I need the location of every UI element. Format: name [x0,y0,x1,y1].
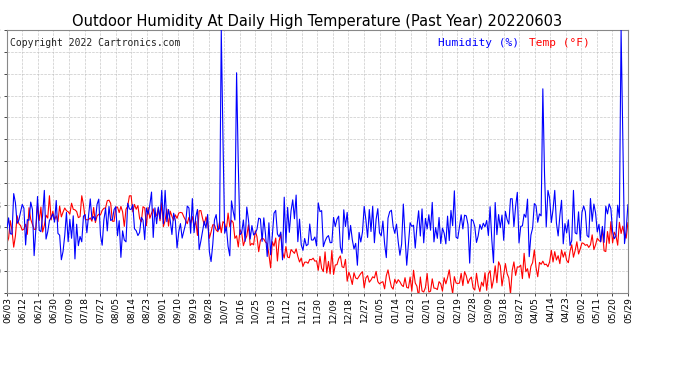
Text: Copyright 2022 Cartronics.com: Copyright 2022 Cartronics.com [10,38,180,48]
Text: Humidity (%): Humidity (%) [439,38,520,48]
Title: Outdoor Humidity At Daily High Temperature (Past Year) 20220603: Outdoor Humidity At Daily High Temperatu… [72,14,562,29]
Text: Temp (°F): Temp (°F) [529,38,589,48]
